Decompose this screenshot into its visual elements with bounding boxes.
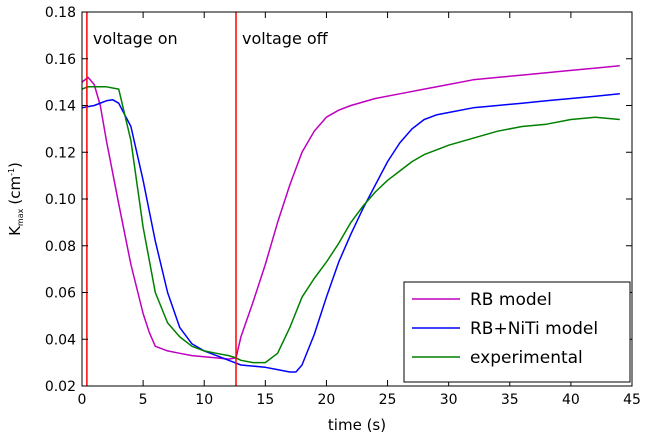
x-axis-label: time (s) bbox=[328, 416, 386, 434]
series-line-rb-niti-model bbox=[82, 93, 620, 373]
x-tick-label: 25 bbox=[379, 392, 397, 408]
x-tick-label: 15 bbox=[256, 392, 274, 408]
y-tick-label: 0.12 bbox=[45, 145, 76, 161]
series-line-rb-model bbox=[82, 65, 620, 360]
legend: RB model RB+NiTi model experimental bbox=[403, 281, 631, 383]
x-tick-label: 5 bbox=[139, 392, 148, 408]
x-tick-label: 40 bbox=[562, 392, 580, 408]
axes: 0 5 10 15 20 25 30 35 40 45 0.02 0.04 0.06 0.08 0.10 0.… bbox=[45, 5, 641, 408]
y-axis-label-unit: (cm bbox=[6, 176, 24, 205]
plot-area bbox=[82, 65, 620, 373]
x-tick-label: 30 bbox=[440, 392, 458, 408]
vertical-markers: voltage on voltage off bbox=[86, 12, 329, 386]
y-axis-label-subscript: max bbox=[16, 208, 25, 226]
series-line-experimental bbox=[82, 86, 620, 364]
legend-label: RB+NiTi model bbox=[470, 319, 598, 339]
y-tick-label: 0.08 bbox=[45, 239, 76, 255]
y-tick-label: 0.14 bbox=[45, 99, 76, 115]
x-tick-label: 35 bbox=[501, 392, 519, 408]
y-tick-label: 0.10 bbox=[45, 192, 76, 208]
y-tick-label: 0.02 bbox=[45, 379, 76, 395]
x-tick-label: 45 bbox=[623, 392, 641, 408]
x-tick-label: 0 bbox=[78, 392, 87, 408]
y-tick-label: 0.18 bbox=[45, 5, 76, 21]
legend-label: experimental bbox=[470, 348, 583, 368]
marker-annotation-2: voltage off bbox=[242, 29, 329, 48]
y-tick-label: 0.06 bbox=[45, 286, 76, 302]
y-axis-label-close: ) bbox=[6, 162, 24, 168]
marker-annotation-1: voltage on bbox=[93, 29, 178, 48]
legend-label: RB model bbox=[470, 290, 552, 310]
x-tick-label: 20 bbox=[318, 392, 336, 408]
y-axis-label-exponent: -1 bbox=[7, 168, 16, 176]
y-axis-label-main: K bbox=[6, 225, 24, 236]
y-tick-label: 0.04 bbox=[45, 332, 76, 348]
y-tick-label: 0.16 bbox=[45, 52, 76, 68]
y-axis-label: Kmax (cm-1) bbox=[6, 162, 25, 236]
x-tick-label: 10 bbox=[195, 392, 213, 408]
